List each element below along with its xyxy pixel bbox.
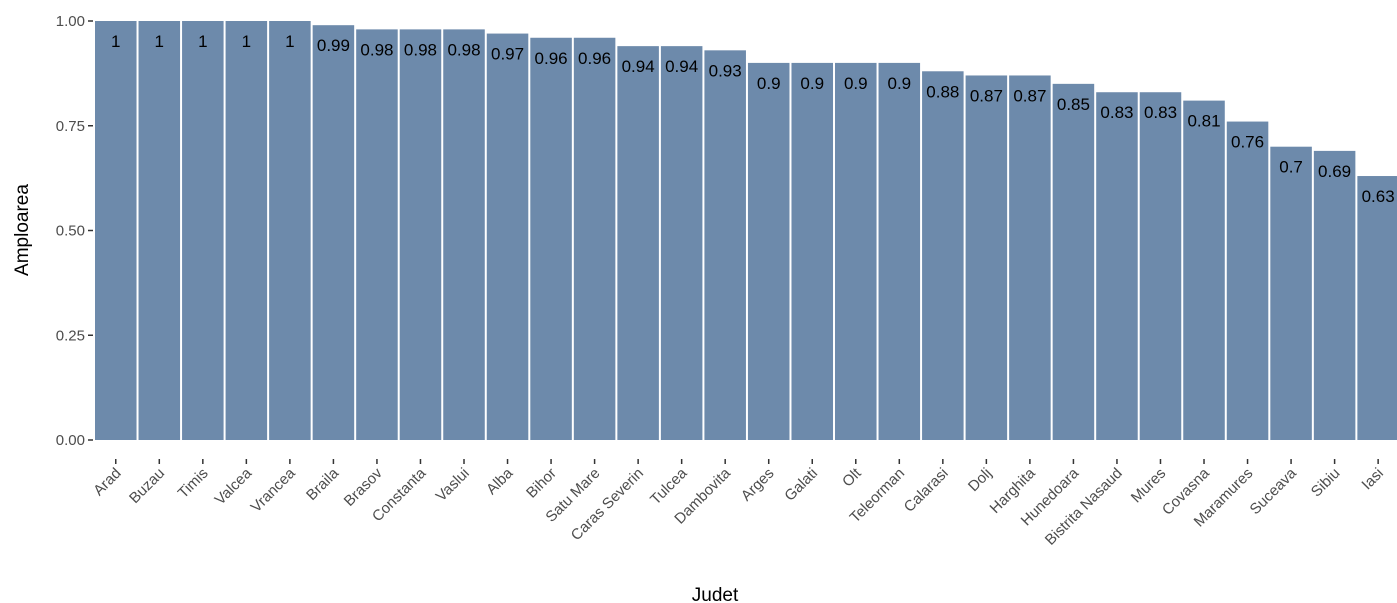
x-tick-label: Buzau	[126, 465, 168, 507]
bar-olt	[835, 62, 877, 441]
bar-value-label: 0.63	[1362, 187, 1395, 206]
x-tick-label: Bihor	[523, 465, 560, 502]
data-labels-group: 1 1 1 1 1 0.99 0.98 0.98 0.98 0.97 0.96 0.96 0.94 0.9…	[111, 32, 1395, 206]
bar-value-label: 0.96	[535, 49, 568, 68]
bar-value-label: 0.69	[1318, 162, 1351, 181]
x-tick-label: Vrancea	[248, 464, 300, 516]
x-tick-label: Braila	[303, 464, 343, 504]
bar-value-label: 0.87	[1013, 86, 1046, 105]
bar-hunedoara	[1052, 83, 1095, 440]
bar-value-label: 0.96	[578, 49, 611, 68]
y-tick-label: 0.50	[56, 223, 85, 240]
bar-value-label: 1	[198, 32, 207, 51]
y-axis-title: Amploarea	[12, 184, 33, 276]
x-tick-label: Timis	[175, 465, 212, 502]
bar-arges	[747, 62, 790, 441]
bar-value-label: 0.9	[844, 74, 868, 93]
y-tick-label: 1.00	[56, 13, 85, 30]
bar-bistrita-nasaud	[1096, 92, 1138, 440]
x-axis-title: Judet	[692, 585, 739, 603]
bar-value-label: 0.94	[665, 57, 698, 76]
y-tick-label: 0.25	[56, 327, 85, 344]
bar-dolj	[965, 75, 1008, 440]
bar-value-label: 0.94	[622, 57, 655, 76]
x-tick-label: Suceava	[1247, 464, 1301, 518]
y-tick-label: 0.00	[56, 432, 85, 449]
x-tick-label: Calarasi	[901, 465, 952, 516]
bar-teleorman	[878, 62, 921, 441]
bar-satu-mare	[573, 37, 616, 440]
bar-value-label: 0.87	[970, 86, 1003, 105]
bar-covasna	[1183, 100, 1225, 441]
bar-brasov	[356, 29, 398, 440]
bar-value-label: 0.9	[800, 74, 824, 93]
bar-timis	[182, 21, 224, 440]
bar-caras-severin	[617, 46, 659, 440]
bars-group	[95, 21, 1397, 441]
bar-bihor	[530, 37, 572, 440]
bar-value-label: 0.97	[491, 45, 524, 64]
bar-galati	[791, 62, 834, 441]
x-tick-label: Arges	[738, 465, 778, 505]
bar-valcea	[225, 21, 268, 440]
bar-value-label: 0.9	[757, 74, 781, 93]
bar-iasi	[1357, 176, 1397, 440]
bar-harghita	[1009, 75, 1051, 440]
x-tick-label: Dolj	[965, 465, 995, 495]
x-tick-label: Iasi	[1358, 465, 1387, 494]
bar-value-label: 0.85	[1057, 95, 1090, 114]
bar-value-label: 0.76	[1231, 133, 1264, 152]
bar-value-label: 0.7	[1279, 158, 1303, 177]
bar-value-label: 0.98	[404, 40, 437, 59]
bar-value-label: 1	[155, 32, 164, 51]
bar-arad	[95, 21, 137, 440]
bar-vaslui	[443, 29, 485, 440]
x-tick-label: Olt	[839, 464, 865, 490]
bar-value-label: 0.98	[360, 40, 393, 59]
bar-value-label: 0.88	[926, 82, 959, 101]
x-tick-label: Arad	[90, 465, 124, 499]
bar-value-label: 1	[242, 32, 251, 51]
bar-value-label: 0.9	[887, 74, 911, 93]
x-tick-label: Bistrita Nasaud	[1042, 465, 1126, 549]
bar-maramures	[1226, 121, 1269, 440]
x-tick-label: Galati	[781, 465, 821, 505]
bar-calarasi	[922, 71, 964, 440]
bar-tulcea	[660, 46, 703, 440]
bar-braila	[312, 25, 355, 440]
bar-value-label: 0.99	[317, 36, 350, 55]
bar-vrancea	[269, 21, 311, 440]
bar-value-label: 0.83	[1100, 103, 1133, 122]
bar-suceava	[1270, 146, 1312, 440]
x-tick-label: Vaslui	[433, 465, 473, 505]
y-tick-label: 0.75	[56, 118, 85, 135]
bar-value-label: 0.93	[709, 61, 742, 80]
x-tick-label: Sibiu	[1308, 465, 1344, 501]
bar-dambovita	[704, 50, 746, 441]
bar-value-label: 1	[285, 32, 294, 51]
bar-value-label: 0.81	[1187, 112, 1220, 131]
bar-mures	[1139, 92, 1182, 440]
bar-sibiu	[1313, 150, 1356, 440]
x-tick-label: Alba	[483, 464, 517, 498]
bar-alba	[486, 33, 529, 440]
bar-value-label: 0.83	[1144, 103, 1177, 122]
bar-value-label: 0.98	[447, 40, 480, 59]
bar-buzau	[138, 21, 181, 440]
bar-value-label: 1	[111, 32, 120, 51]
bar-constanta	[399, 29, 442, 440]
x-tick-label: Mures	[1128, 465, 1169, 506]
y-axis: 0.00 0.25 0.50 0.75 1.00	[56, 13, 93, 449]
